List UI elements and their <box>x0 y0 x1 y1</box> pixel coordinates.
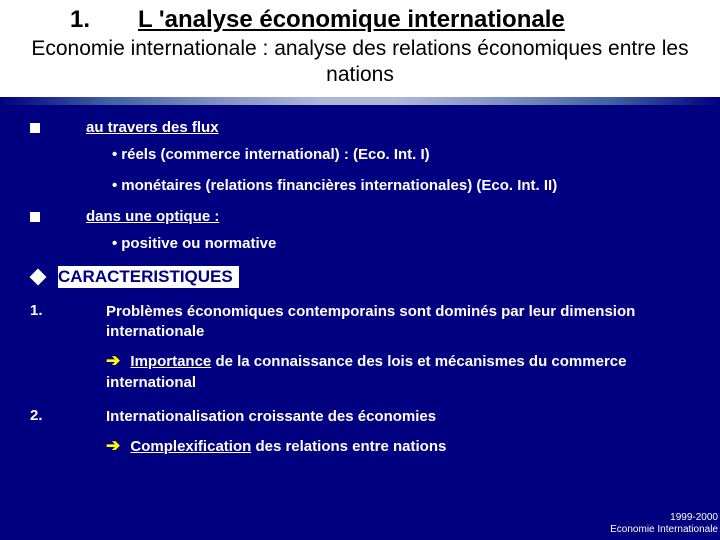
point-2-arrow: ➔ Complexification des relations entre n… <box>30 435 700 458</box>
arrow-icon: ➔ <box>106 436 120 455</box>
diamond-icon <box>30 268 47 285</box>
point-1-text: Problèmes économiques contemporains sont… <box>106 302 700 343</box>
point-2-text: Internationalisation croissante des écon… <box>106 407 436 427</box>
carac-row: CARACTERISTIQUES <box>30 266 700 288</box>
flux-sub-1-text: réels (commerce international) : (Eco. I… <box>121 146 429 163</box>
bullet-optique-text: dans une optique : <box>86 208 219 225</box>
point-2-arrow-rest: des relations entre nations <box>251 438 446 455</box>
title-text: L 'analyse économique internationale <box>138 6 565 34</box>
point-2-number: 2. <box>30 407 64 424</box>
bullet-flux: au travers des flux <box>30 119 700 136</box>
square-bullet-icon <box>30 123 40 133</box>
divider-bar <box>0 97 720 105</box>
bullet-flux-text: au travers des flux <box>86 119 219 136</box>
point-1-arrow-word: Importance <box>130 353 211 370</box>
optique-sub-1-text: positive ou normative <box>121 235 276 252</box>
flux-sub-2: •monétaires (relations financières inter… <box>30 177 700 194</box>
point-1: 1. Problèmes économiques contemporains s… <box>30 302 700 343</box>
arrow-icon: ➔ <box>106 351 120 370</box>
point-1-arrow: ➔ Importance de la connaissance des lois… <box>30 350 700 393</box>
footer: 1999-2000 Economie Internationale <box>610 512 718 536</box>
bullet-optique: dans une optique : <box>30 208 700 225</box>
optique-sub-1: •positive ou normative <box>30 235 700 252</box>
title-number: 1. <box>70 6 90 34</box>
square-bullet-icon <box>30 212 40 222</box>
footer-course: Economie Internationale <box>610 524 718 536</box>
content-area: au travers des flux •réels (commerce int… <box>0 105 720 459</box>
point-1-number: 1. <box>30 302 64 319</box>
footer-year: 1999-2000 <box>610 512 718 524</box>
carac-label: CARACTERISTIQUES <box>58 266 239 288</box>
flux-sub-2-text: monétaires (relations financières intern… <box>121 177 557 194</box>
subtitle: Economie internationale : analyse des re… <box>0 36 720 97</box>
flux-sub-1: •réels (commerce international) : (Eco. … <box>30 146 700 163</box>
point-2-arrow-word: Complexification <box>130 438 251 455</box>
point-2: 2. Internationalisation croissante des é… <box>30 407 700 427</box>
title-row: 1. L 'analyse économique internationale <box>0 0 720 36</box>
